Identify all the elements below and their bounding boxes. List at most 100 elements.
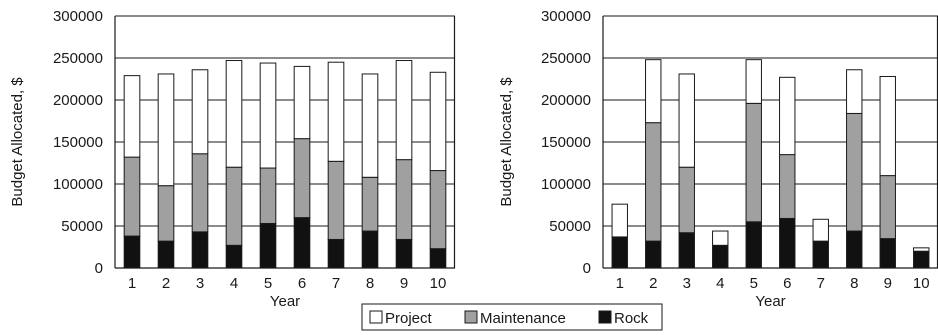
- y-tick-label: 150000: [541, 134, 591, 151]
- bar-project-8: [361, 73, 379, 178]
- chart-left: 0 50000 100000 150000 200000 250000 300000 1 2 3 4…: [9, 8, 456, 310]
- bar-maintenance-8: [846, 112, 863, 232]
- bar-rock-2: [645, 240, 662, 269]
- x-tick-label: 6: [298, 275, 306, 292]
- y-tick-label: 250000: [53, 50, 103, 67]
- bar-maintenance-4: [225, 166, 243, 246]
- bar-project-9: [879, 75, 896, 177]
- chart-right: 0 50000 100000 150000 200000 250000 300000 1 2 3 4…: [498, 8, 938, 310]
- y-tick-label: 100000: [541, 176, 591, 193]
- bar-project-9: [395, 60, 413, 161]
- x-axis-title: Year: [755, 293, 785, 310]
- legend-label-maintenance: Maintenance: [480, 310, 566, 327]
- bar-maintenance-3: [678, 166, 695, 234]
- bar-rock-6: [779, 217, 796, 269]
- y-axis-title: Budget Allocated, $: [498, 77, 515, 207]
- x-tick-label: 10: [430, 275, 447, 292]
- bar-maintenance-2: [157, 185, 175, 242]
- bar-rock-3: [678, 232, 695, 269]
- bar-maintenance-3: [191, 153, 209, 233]
- bar-project-6: [293, 65, 311, 140]
- bar-maintenance-2: [645, 122, 662, 242]
- legend-label-rock: Rock: [614, 310, 649, 327]
- y-tick-label: 50000: [61, 218, 103, 235]
- bar-project-7: [812, 218, 829, 242]
- x-tick-label: 7: [332, 275, 340, 292]
- x-tick-label: 9: [884, 275, 892, 292]
- x-tick-label: 3: [196, 275, 204, 292]
- y-tick-label: 200000: [53, 92, 103, 109]
- bar-rock-4: [712, 244, 729, 269]
- bar-rock-2: [157, 240, 175, 269]
- bar-project-5: [745, 59, 762, 104]
- bar-project-1: [123, 75, 141, 158]
- x-tick-label: 9: [400, 275, 408, 292]
- bar-rock-7: [812, 240, 829, 269]
- bar-project-10: [913, 247, 930, 252]
- bar-maintenance-6: [779, 154, 796, 219]
- y-tick-label: 200000: [541, 92, 591, 109]
- legend-swatch-rock: [598, 310, 612, 324]
- bar-project-3: [678, 73, 695, 168]
- y-tick-label: 250000: [541, 50, 591, 67]
- bar-rock-3: [191, 231, 209, 269]
- bar-rock-5: [259, 222, 277, 269]
- x-tick-label: 8: [366, 275, 374, 292]
- x-tick-label: 10: [913, 275, 930, 292]
- x-tick-label: 3: [683, 275, 691, 292]
- bar-maintenance-5: [259, 167, 277, 224]
- legend: Project Maintenance Rock: [361, 303, 663, 331]
- x-tick-label: 1: [616, 275, 624, 292]
- bar-maintenance-7: [327, 160, 345, 240]
- legend-label-project: Project: [385, 310, 433, 327]
- bar-rock-1: [123, 235, 141, 269]
- y-tick-label: 300000: [541, 8, 591, 25]
- x-tick-label: 4: [716, 275, 724, 292]
- x-tick-label: 6: [783, 275, 791, 292]
- bar-maintenance-6: [293, 138, 311, 219]
- bar-project-3: [191, 69, 209, 155]
- bar-project-2: [157, 73, 175, 187]
- y-tick-label: 50000: [549, 218, 591, 235]
- y-tick-label: 0: [95, 260, 103, 277]
- y-axis-title: Budget Allocated, $: [9, 77, 26, 207]
- bar-rock-4: [225, 244, 243, 269]
- legend-swatch-maintenance: [464, 310, 478, 324]
- x-tick-label: 1: [128, 275, 136, 292]
- x-tick-label: 4: [230, 275, 238, 292]
- x-axis-title: Year: [270, 293, 300, 310]
- bar-rock-8: [846, 230, 863, 269]
- legend-swatch-project: [369, 310, 383, 324]
- bar-maintenance-10: [429, 170, 447, 250]
- y-tick-label: 150000: [53, 134, 103, 151]
- bar-project-7: [327, 61, 345, 162]
- x-tick-label: 2: [162, 275, 170, 292]
- bar-maintenance-1: [123, 156, 141, 237]
- y-tick-label: 100000: [53, 176, 103, 193]
- x-tick-label: 7: [817, 275, 825, 292]
- y-tick-label: 0: [583, 260, 591, 277]
- bar-maintenance-5: [745, 102, 762, 223]
- x-tick-label: 8: [850, 275, 858, 292]
- x-tick-label: 2: [649, 275, 657, 292]
- bar-project-4: [225, 60, 243, 168]
- bar-rock-8: [361, 230, 379, 269]
- bar-project-4: [712, 230, 729, 246]
- bar-maintenance-8: [361, 176, 379, 232]
- bar-project-6: [779, 76, 796, 156]
- bar-rock-9: [879, 238, 896, 269]
- x-tick-label: 5: [264, 275, 272, 292]
- bar-project-10: [429, 71, 447, 172]
- bar-maintenance-9: [879, 175, 896, 240]
- bar-rock-7: [327, 238, 345, 269]
- y-tick-label: 300000: [53, 8, 103, 25]
- bar-project-5: [259, 62, 277, 169]
- bar-rock-10: [913, 250, 930, 269]
- bar-rock-5: [745, 221, 762, 269]
- bar-project-8: [846, 69, 863, 114]
- bar-rock-10: [429, 248, 447, 269]
- bar-project-1: [611, 203, 628, 238]
- bar-project-2: [645, 59, 662, 124]
- bar-maintenance-9: [395, 159, 413, 240]
